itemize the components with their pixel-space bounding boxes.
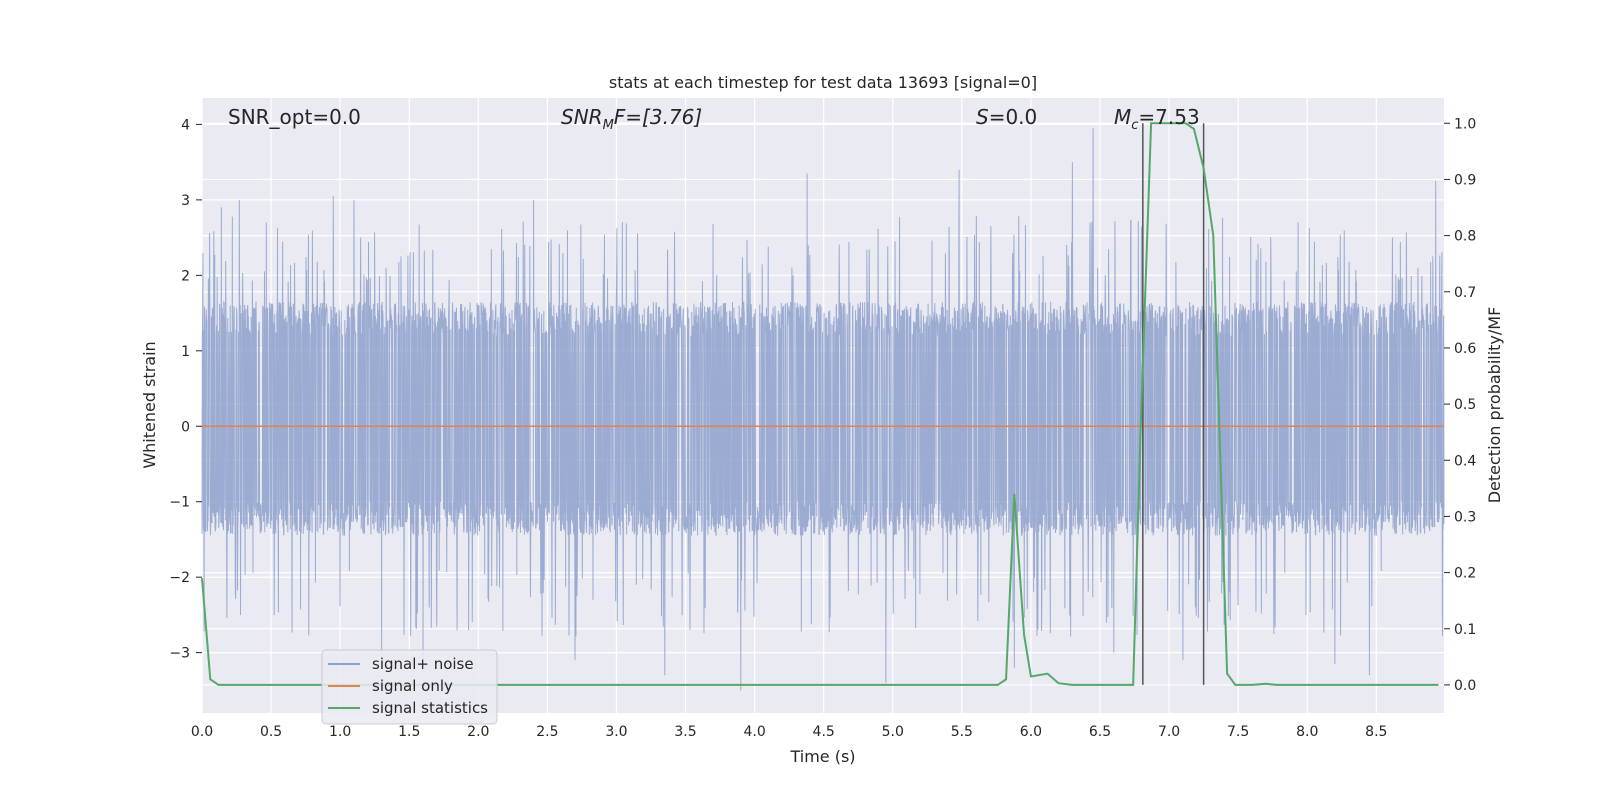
y-axis-label-right: Detection probability/MF bbox=[1485, 307, 1504, 504]
x-tick-label: 5.0 bbox=[882, 724, 904, 740]
legend-label-signal-noise: signal+ noise bbox=[372, 655, 474, 673]
x-tick-label: 8.0 bbox=[1296, 724, 1318, 740]
y-tick-label-left: 3 bbox=[181, 193, 190, 209]
x-tick-label: 1.0 bbox=[329, 724, 351, 740]
annotation-s-main: S bbox=[976, 105, 989, 129]
y-tick-label-right: 0.4 bbox=[1454, 453, 1476, 469]
y-tick-label-right: 0.6 bbox=[1454, 341, 1476, 357]
overlay bbox=[201, 122, 1444, 686]
annotation-snr-opt: SNR_opt=0.0 bbox=[228, 105, 361, 129]
y-tick-label-right: 1.0 bbox=[1454, 116, 1476, 132]
annotation-mc-rest: =7.53 bbox=[1138, 105, 1199, 129]
x-tick-label: 3.5 bbox=[674, 724, 696, 740]
series-signal-noise bbox=[201, 128, 1445, 691]
x-tick-label: 4.5 bbox=[813, 724, 835, 740]
y-tick-label-left: 4 bbox=[181, 117, 190, 133]
x-tick-label: 1.5 bbox=[398, 724, 420, 740]
y-tick-label-left: 2 bbox=[181, 268, 190, 284]
x-tick-label: 3.0 bbox=[605, 724, 627, 740]
y-tick-label-right: 0.2 bbox=[1454, 566, 1476, 582]
annotation-snr-mf-sub: M bbox=[603, 118, 614, 133]
annotation-snr-mf-main: SNR bbox=[561, 105, 603, 129]
legend-label-signal-statistics: signal statistics bbox=[372, 699, 488, 717]
legend-box bbox=[321, 649, 498, 725]
annotation-mc: Mc=7.53 bbox=[1114, 105, 1200, 133]
y-tick-label-left: 0 bbox=[181, 419, 190, 435]
y-tick-label-left: −3 bbox=[169, 646, 190, 662]
y-axis-label-left: Whitened strain bbox=[140, 341, 159, 468]
annotation-snr-mf-rest: F=[3.76] bbox=[614, 105, 702, 129]
legend: signal+ noise signal only signal statist… bbox=[321, 649, 498, 725]
y-tick-label-right: 0.0 bbox=[1454, 678, 1476, 694]
signal-noise-line bbox=[201, 128, 1445, 691]
y-tick-label-left: 1 bbox=[181, 344, 190, 360]
y-tick-label-right: 0.9 bbox=[1454, 172, 1476, 188]
y-tick-label-left: −1 bbox=[169, 495, 190, 511]
signal-statistics-line bbox=[201, 122, 1439, 686]
x-tick-label: 4.0 bbox=[743, 724, 765, 740]
x-tick-label: 7.0 bbox=[1158, 724, 1180, 740]
x-tick-label: 0.0 bbox=[191, 724, 213, 740]
y-tick-label-right: 0.5 bbox=[1454, 397, 1476, 413]
axis-ticks: 0.0 0.5 1.0 1.5 2.0 2.5 3.0 3.5 4.0 4.5 5.0 5.5 6.0 6… bbox=[169, 116, 1476, 740]
y-tick-label-left: −2 bbox=[169, 570, 190, 586]
y-tick-label-right: 0.3 bbox=[1454, 509, 1476, 525]
x-tick-label: 0.5 bbox=[260, 724, 282, 740]
x-tick-label: 8.5 bbox=[1365, 724, 1387, 740]
x-tick-label: 7.5 bbox=[1227, 724, 1249, 740]
y-tick-label-right: 0.8 bbox=[1454, 229, 1476, 245]
y-tick-label-right: 0.7 bbox=[1454, 285, 1476, 301]
annotation-s: S=0.0 bbox=[976, 105, 1037, 129]
chart-title: stats at each timestep for test data 136… bbox=[609, 73, 1037, 92]
annotation-snr-mf: SNRMF=[3.76] bbox=[561, 105, 702, 133]
x-axis-label: Time (s) bbox=[789, 747, 855, 766]
legend-label-signal-only: signal only bbox=[372, 677, 453, 695]
x-tick-label: 6.5 bbox=[1089, 724, 1111, 740]
y-tick-label-right: 0.1 bbox=[1454, 622, 1476, 638]
x-tick-label: 2.0 bbox=[467, 724, 489, 740]
annotation-s-rest: =0.0 bbox=[989, 105, 1038, 129]
annotation-mc-sub: c bbox=[1131, 118, 1138, 133]
annotation-mc-main: M bbox=[1114, 105, 1131, 129]
x-tick-label: 6.0 bbox=[1020, 724, 1042, 740]
x-tick-label: 5.5 bbox=[951, 724, 973, 740]
x-tick-label: 2.5 bbox=[536, 724, 558, 740]
